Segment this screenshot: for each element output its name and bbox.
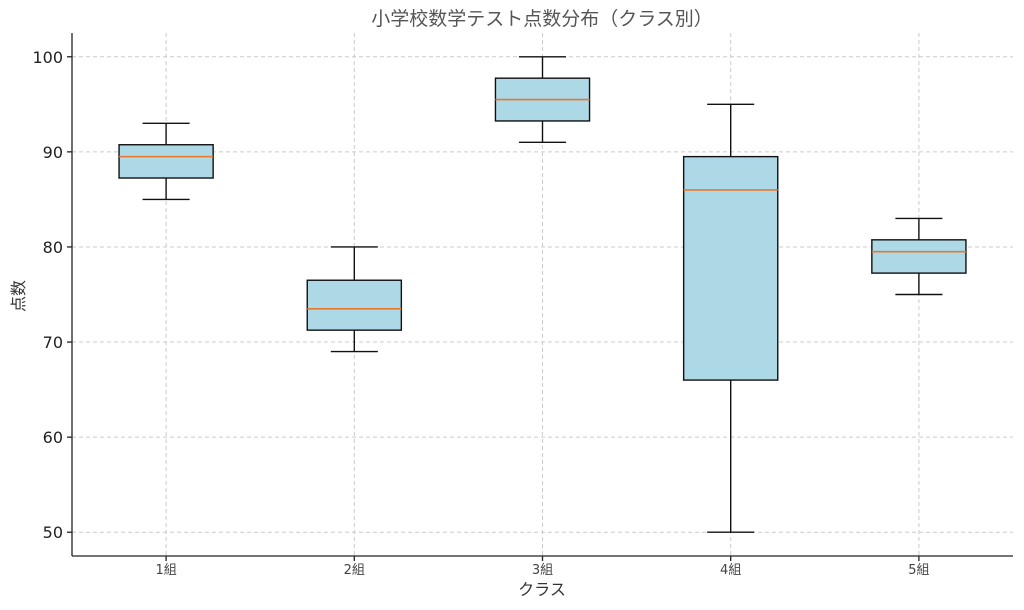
y-tick-label: 80 xyxy=(43,238,63,257)
y-tick-label: 70 xyxy=(43,333,63,352)
iqr-box xyxy=(682,155,779,381)
y-tick-label: 60 xyxy=(43,428,63,447)
iqr-box xyxy=(118,144,214,179)
boxes xyxy=(118,56,967,533)
x-tick-label: 5組 xyxy=(908,563,929,578)
x-axis-label: クラス xyxy=(518,580,566,599)
iqr-box xyxy=(306,279,403,331)
y-axis-label: 点数 xyxy=(9,280,28,312)
x-tick-label: 3組 xyxy=(532,563,553,578)
box-1 xyxy=(118,122,214,201)
y-tick-label: 90 xyxy=(43,143,63,162)
box-3 xyxy=(494,56,591,144)
box-2 xyxy=(306,246,403,353)
x-tick-label: 1組 xyxy=(155,563,176,578)
x-tick-label: 2組 xyxy=(344,563,365,578)
box-5 xyxy=(871,217,967,296)
y-tick-label: 50 xyxy=(43,523,63,542)
axes: 50 60 70 80 90 100 1組 2組 3組 4組 5組 xyxy=(32,33,1013,578)
y-tick-label: 100 xyxy=(32,48,63,67)
box-4 xyxy=(682,103,779,533)
x-tick-label: 4組 xyxy=(720,563,741,578)
chart-title: 小学校数学テスト点数分布（クラス別） xyxy=(371,8,713,30)
iqr-box xyxy=(871,239,967,274)
